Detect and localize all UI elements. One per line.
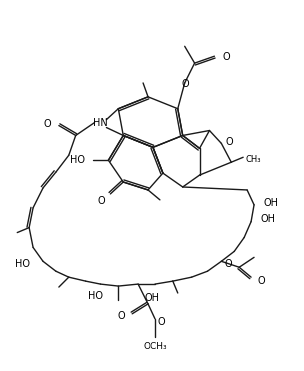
Text: CH₃: CH₃ (245, 155, 261, 164)
Text: O: O (224, 259, 232, 269)
Text: HO: HO (15, 259, 30, 269)
Text: O: O (158, 317, 166, 327)
Text: OH: OH (261, 214, 276, 224)
Text: OCH₃: OCH₃ (143, 342, 167, 351)
Text: HN: HN (93, 118, 108, 128)
Text: O: O (118, 311, 125, 321)
Text: O: O (225, 137, 233, 147)
Text: OH: OH (264, 198, 279, 208)
Text: O: O (43, 119, 51, 129)
Text: HO: HO (70, 155, 85, 165)
Text: OH: OH (144, 293, 160, 303)
Text: O: O (222, 52, 230, 62)
Text: O: O (257, 276, 265, 286)
Text: O: O (98, 196, 105, 206)
Text: HO: HO (88, 291, 103, 301)
Text: O: O (182, 79, 189, 89)
